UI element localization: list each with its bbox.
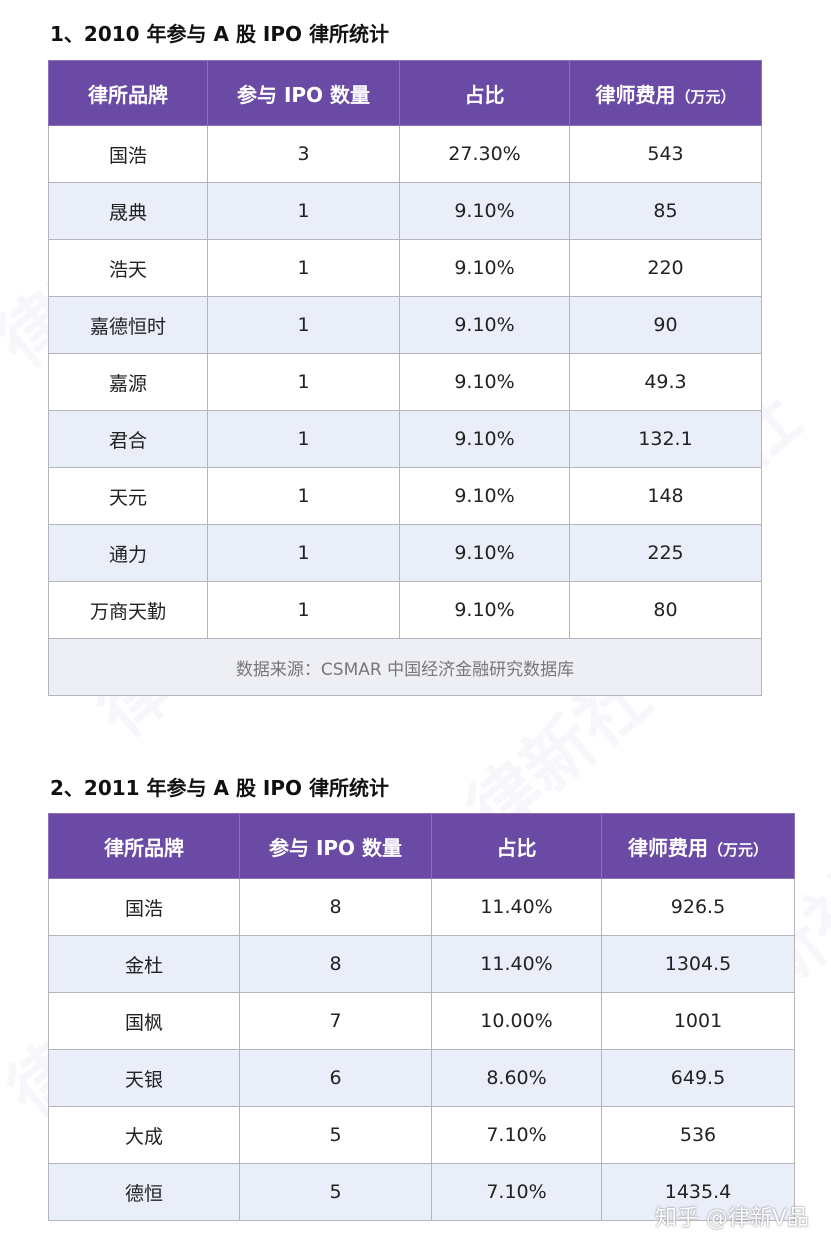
fee-cell: 543 bbox=[569, 125, 762, 183]
share-cell: 11.40% bbox=[431, 878, 602, 936]
fee-label: 律师费用 bbox=[627, 835, 708, 860]
ipo-count-cell: 5 bbox=[239, 1163, 432, 1221]
share-cell: 9.10% bbox=[399, 182, 570, 240]
share-cell: 7.10% bbox=[431, 1106, 602, 1164]
fee-cell: 225 bbox=[569, 524, 762, 582]
firm-cell: 天银 bbox=[48, 1049, 240, 1107]
section-title-2010: 1、2010 年参与 A 股 IPO 律所统计 bbox=[50, 22, 389, 46]
firm-cell: 金杜 bbox=[48, 935, 240, 993]
firm-cell: 国浩 bbox=[48, 125, 208, 183]
share-cell: 8.60% bbox=[431, 1049, 602, 1107]
firm-cell: 嘉德恒时 bbox=[48, 296, 208, 354]
fee-cell: 80 bbox=[569, 581, 762, 639]
share-cell: 9.10% bbox=[399, 581, 570, 639]
column-header-ipo-count: 参与 IPO 数量 bbox=[207, 60, 400, 126]
table-row: 德恒 5 7.10% 1435.4 bbox=[48, 1163, 795, 1221]
table-row: 国浩 8 11.40% 926.5 bbox=[48, 878, 795, 936]
share-cell: 7.10% bbox=[431, 1163, 602, 1221]
table-row: 金杜 8 11.40% 1304.5 bbox=[48, 935, 795, 993]
share-cell: 9.10% bbox=[399, 239, 570, 297]
share-cell: 10.00% bbox=[431, 992, 602, 1050]
firm-cell: 晟典 bbox=[48, 182, 208, 240]
fee-cell: 1304.5 bbox=[601, 935, 795, 993]
fee-cell: 536 bbox=[601, 1106, 795, 1164]
ipo-count-cell: 3 bbox=[207, 125, 400, 183]
table-row: 大成 5 7.10% 536 bbox=[48, 1106, 795, 1164]
fee-unit: （万元） bbox=[707, 840, 768, 859]
ipo-count-cell: 1 bbox=[207, 353, 400, 411]
table-row: 国浩 3 27.30% 543 bbox=[48, 125, 762, 183]
ipo-count-cell: 6 bbox=[239, 1049, 432, 1107]
share-cell: 9.10% bbox=[399, 467, 570, 525]
fee-cell: 90 bbox=[569, 296, 762, 354]
share-cell: 11.40% bbox=[431, 935, 602, 993]
table-header-row: 律所品牌 参与 IPO 数量 占比 律师费用（万元） bbox=[48, 60, 762, 126]
table-row: 嘉德恒时 1 9.10% 90 bbox=[48, 296, 762, 354]
zhihu-author-watermark: 知乎 @律新V品 bbox=[654, 1206, 809, 1231]
ipo-count-cell: 1 bbox=[207, 524, 400, 582]
table-header-row: 律所品牌 参与 IPO 数量 占比 律师费用（万元） bbox=[48, 813, 795, 879]
ipo-count-cell: 7 bbox=[239, 992, 432, 1050]
firm-cell: 浩天 bbox=[48, 239, 208, 297]
firm-cell: 天元 bbox=[48, 467, 208, 525]
table-row: 万商天勤 1 9.10% 80 bbox=[48, 581, 762, 639]
fee-cell: 148 bbox=[569, 467, 762, 525]
table-row: 君合 1 9.10% 132.1 bbox=[48, 410, 762, 468]
fee-unit: （万元） bbox=[675, 87, 736, 106]
table-row: 天银 6 8.60% 649.5 bbox=[48, 1049, 795, 1107]
firm-cell: 万商天勤 bbox=[48, 581, 208, 639]
ipo-count-cell: 5 bbox=[239, 1106, 432, 1164]
firm-cell: 通力 bbox=[48, 524, 208, 582]
fee-label: 律师费用 bbox=[595, 82, 676, 107]
firm-cell: 嘉源 bbox=[48, 353, 208, 411]
table-row: 天元 1 9.10% 148 bbox=[48, 467, 762, 525]
table-row: 浩天 1 9.10% 220 bbox=[48, 239, 762, 297]
ipo-count-cell: 8 bbox=[239, 935, 432, 993]
column-header-share: 占比 bbox=[431, 813, 602, 879]
share-cell: 9.10% bbox=[399, 296, 570, 354]
column-header-firm: 律所品牌 bbox=[48, 813, 240, 879]
fee-cell: 649.5 bbox=[601, 1049, 795, 1107]
column-header-share: 占比 bbox=[399, 60, 570, 126]
firm-cell: 君合 bbox=[48, 410, 208, 468]
share-cell: 27.30% bbox=[399, 125, 570, 183]
fee-cell: 49.3 bbox=[569, 353, 762, 411]
share-cell: 9.10% bbox=[399, 353, 570, 411]
fee-cell: 926.5 bbox=[601, 878, 795, 936]
firm-cell: 国枫 bbox=[48, 992, 240, 1050]
column-header-firm: 律所品牌 bbox=[48, 60, 208, 126]
ipo-count-cell: 1 bbox=[207, 239, 400, 297]
section-title-2011: 2、2011 年参与 A 股 IPO 律所统计 bbox=[50, 776, 389, 800]
source-row: 数据来源：CSMAR 中国经济金融研究数据库 bbox=[48, 638, 762, 696]
ipo-count-cell: 1 bbox=[207, 581, 400, 639]
share-cell: 9.10% bbox=[399, 410, 570, 468]
column-header-fee: 律师费用（万元） bbox=[569, 60, 762, 126]
fee-cell: 1435.4 bbox=[601, 1163, 795, 1221]
share-cell: 9.10% bbox=[399, 524, 570, 582]
firm-cell: 国浩 bbox=[48, 878, 240, 936]
table-row: 嘉源 1 9.10% 49.3 bbox=[48, 353, 762, 411]
column-header-ipo-count: 参与 IPO 数量 bbox=[239, 813, 432, 879]
firm-cell: 德恒 bbox=[48, 1163, 240, 1221]
table-row: 晟典 1 9.10% 85 bbox=[48, 182, 762, 240]
ipo-count-cell: 1 bbox=[207, 296, 400, 354]
column-header-fee: 律师费用（万元） bbox=[601, 813, 795, 879]
fee-cell: 220 bbox=[569, 239, 762, 297]
data-source-note: 数据来源：CSMAR 中国经济金融研究数据库 bbox=[48, 638, 762, 696]
fee-cell: 132.1 bbox=[569, 410, 762, 468]
ipo-table-2011: 律所品牌 参与 IPO 数量 占比 律师费用（万元） 国浩 8 11.40% 9… bbox=[48, 813, 795, 1221]
firm-cell: 大成 bbox=[48, 1106, 240, 1164]
ipo-count-cell: 1 bbox=[207, 182, 400, 240]
table-row: 通力 1 9.10% 225 bbox=[48, 524, 762, 582]
ipo-count-cell: 1 bbox=[207, 410, 400, 468]
ipo-table-2010: 律所品牌 参与 IPO 数量 占比 律师费用（万元） 国浩 3 27.30% 5… bbox=[48, 60, 762, 696]
ipo-count-cell: 1 bbox=[207, 467, 400, 525]
fee-cell: 1001 bbox=[601, 992, 795, 1050]
table-row: 国枫 7 10.00% 1001 bbox=[48, 992, 795, 1050]
fee-cell: 85 bbox=[569, 182, 762, 240]
ipo-count-cell: 8 bbox=[239, 878, 432, 936]
